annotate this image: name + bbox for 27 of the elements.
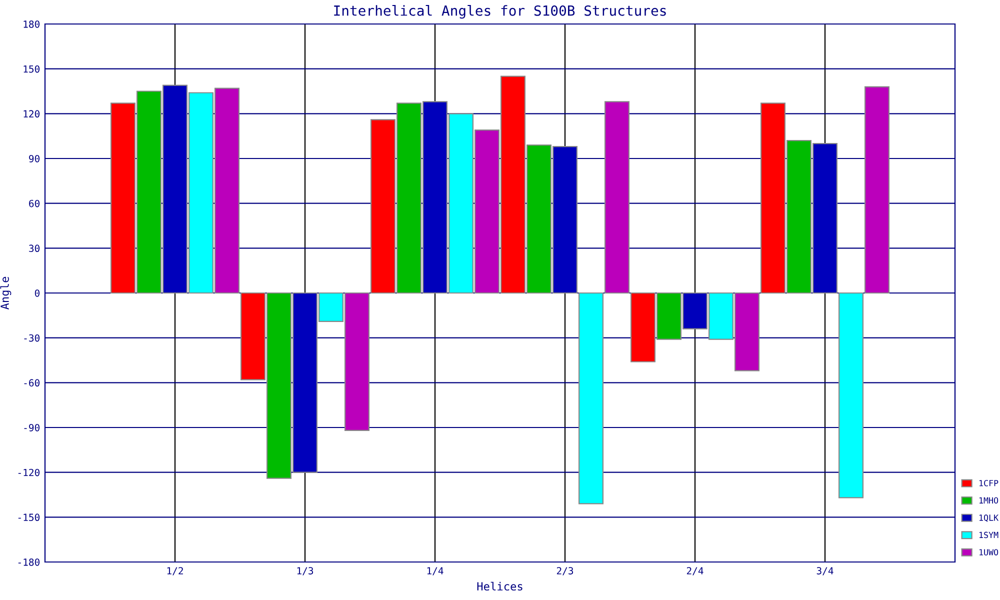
x-tick-label: 1/4 — [427, 567, 444, 576]
y-tick-label: 60 — [29, 200, 40, 208]
y-tick-label: -90 — [24, 424, 40, 432]
x-tick-label: 1/2 — [167, 567, 183, 576]
legend-label: 1MHO — [979, 497, 998, 504]
y-tick-label: -120 — [18, 468, 40, 476]
y-tick-label: -60 — [24, 379, 40, 387]
legend-label: 1UWO — [979, 549, 998, 556]
x-axis-title: Helices — [477, 582, 522, 591]
legend-label: 1CFP — [979, 480, 998, 486]
y-tick-label: 120 — [24, 110, 40, 118]
legend-label: 1QLK — [979, 514, 999, 522]
x-tick-label: 2/4 — [686, 567, 704, 576]
x-tick-label: 1/3 — [297, 567, 314, 576]
legend-label: 1SYM — [979, 532, 998, 538]
y-axis-title: Angle — [0, 276, 12, 310]
y-tick-label: 90 — [29, 155, 40, 162]
y-tick-label: 0 — [34, 290, 40, 297]
y-tick-label: 30 — [29, 244, 40, 252]
x-tick-label: 3/4 — [816, 567, 834, 576]
y-tick-label: -180 — [18, 558, 40, 566]
chart-title: Interhelical Angles for S100B Structures — [334, 5, 666, 19]
x-tick-label: 2/3 — [556, 567, 574, 576]
y-tick-label: 180 — [24, 20, 40, 28]
y-tick-label: -30 — [24, 334, 40, 342]
y-tick-label: 150 — [24, 65, 40, 73]
y-tick-label: -150 — [18, 514, 40, 522]
